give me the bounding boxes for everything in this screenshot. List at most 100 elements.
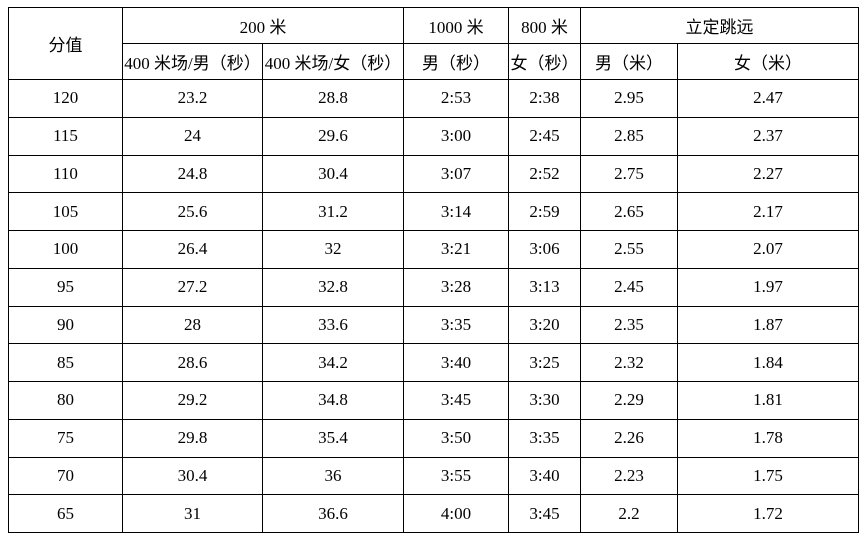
table-cell: 3:50	[403, 418, 509, 458]
subheader-400m-track-female-seconds: 400 米场/女（秒）	[262, 43, 404, 80]
table-cell: 3:40	[403, 343, 509, 382]
table-cell: 110	[8, 154, 123, 194]
table-cell: 2.37	[677, 116, 859, 156]
table-row: 90 28 33.6 3:35 3:20 2.35 1.87	[8, 305, 859, 345]
table-cell: 29.8	[122, 418, 263, 458]
table-cell: 2:52	[508, 154, 581, 194]
subheader-jump-male-meters: 男（米）	[580, 43, 678, 80]
table-cell: 3:35	[403, 305, 509, 345]
table-cell: 2:59	[508, 192, 581, 231]
table-cell: 2:45	[508, 116, 581, 156]
table-row: 115 24 29.6 3:00 2:45 2.85 2.37	[8, 116, 859, 156]
table-cell: 90	[8, 305, 123, 345]
fitness-score-table: 分值 200 米 1000 米 800 米 立定跳远 400 米场/男（秒） 4…	[8, 7, 859, 533]
table-cell: 1.97	[677, 267, 859, 307]
table-row: 100 26.4 32 3:21 3:06 2.55 2.07	[8, 230, 859, 269]
table-cell: 27.2	[122, 267, 263, 307]
table-cell: 3:00	[403, 116, 509, 156]
table-cell: 28.8	[262, 79, 404, 118]
table-cell: 2.95	[580, 79, 678, 118]
table-cell: 2.45	[580, 267, 678, 307]
table-cell: 28	[122, 305, 263, 345]
table-cell: 26.4	[122, 230, 263, 269]
table-cell: 31	[122, 494, 263, 533]
table-cell: 3:28	[403, 267, 509, 307]
table-cell: 1.72	[677, 494, 859, 533]
table-cell: 34.8	[262, 381, 404, 420]
table-row: 85 28.6 34.2 3:40 3:25 2.32 1.84	[8, 343, 859, 382]
table-cell: 24.8	[122, 154, 263, 194]
table-cell: 2.75	[580, 154, 678, 194]
table-cell: 3:25	[508, 343, 581, 382]
header-score: 分值	[8, 7, 123, 80]
table-cell: 3:40	[508, 456, 581, 496]
table-cell: 3:07	[403, 154, 509, 194]
table-row: 110 24.8 30.4 3:07 2:52 2.75 2.27	[8, 154, 859, 194]
table-cell: 30.4	[262, 154, 404, 194]
table-row: 75 29.8 35.4 3:50 3:35 2.26 1.78	[8, 418, 859, 458]
header-standing-long-jump: 立定跳远	[580, 7, 859, 44]
table-cell: 120	[8, 79, 123, 118]
header-800m: 800 米	[508, 7, 581, 44]
header-sub-row: 400 米场/男（秒） 400 米场/女（秒） 男（秒） 女（秒） 男（米） 女…	[9, 43, 859, 80]
table-cell: 2.47	[677, 79, 859, 118]
table-cell: 23.2	[122, 79, 263, 118]
table-cell: 3:14	[403, 192, 509, 231]
table-cell: 32	[262, 230, 404, 269]
table-cell: 100	[8, 230, 123, 269]
table-cell: 4:00	[403, 494, 509, 533]
table-cell: 30.4	[122, 456, 263, 496]
table-cell: 2.32	[580, 343, 678, 382]
table-cell: 29.6	[262, 116, 404, 156]
header-1000m: 1000 米	[403, 7, 509, 44]
table-cell: 3:20	[508, 305, 581, 345]
table-cell: 24	[122, 116, 263, 156]
table-row: 105 25.6 31.2 3:14 2:59 2.65 2.17	[8, 192, 859, 231]
table-cell: 3:06	[508, 230, 581, 269]
table-cell: 31.2	[262, 192, 404, 231]
table-cell: 95	[8, 267, 123, 307]
table-cell: 85	[8, 343, 123, 382]
table-cell: 33.6	[262, 305, 404, 345]
table-cell: 2.17	[677, 192, 859, 231]
table-cell: 2.55	[580, 230, 678, 269]
table-row: 120 23.2 28.8 2:53 2:38 2.95 2.47	[8, 79, 859, 118]
table-row: 70 30.4 36 3:55 3:40 2.23 1.75	[8, 456, 859, 496]
table-cell: 75	[8, 418, 123, 458]
subheader-1000m-male-seconds: 男（秒）	[403, 43, 509, 80]
table-cell: 1.78	[677, 418, 859, 458]
table-cell: 3:30	[508, 381, 581, 420]
table-cell: 2.2	[580, 494, 678, 533]
subheader-400m-track-male-seconds: 400 米场/男（秒）	[122, 43, 263, 80]
table-row: 80 29.2 34.8 3:45 3:30 2.29 1.81	[8, 381, 859, 420]
table-cell: 3:13	[508, 267, 581, 307]
table-row: 95 27.2 32.8 3:28 3:13 2.45 1.97	[8, 267, 859, 307]
subheader-800m-female-seconds: 女（秒）	[508, 43, 581, 80]
subheader-jump-female-meters: 女（米）	[677, 43, 859, 80]
table-cell: 2.07	[677, 230, 859, 269]
table-cell: 3:21	[403, 230, 509, 269]
table-cell: 29.2	[122, 381, 263, 420]
table-cell: 36.6	[262, 494, 404, 533]
table-cell: 28.6	[122, 343, 263, 382]
header-200m: 200 米	[122, 7, 404, 44]
table-cell: 2.29	[580, 381, 678, 420]
table-cell: 1.75	[677, 456, 859, 496]
table-cell: 3:45	[508, 494, 581, 533]
table-cell: 3:55	[403, 456, 509, 496]
table-cell: 35.4	[262, 418, 404, 458]
table-cell: 3:35	[508, 418, 581, 458]
table-cell: 1.87	[677, 305, 859, 345]
table-cell: 2.23	[580, 456, 678, 496]
table-cell: 80	[8, 381, 123, 420]
table-cell: 2.35	[580, 305, 678, 345]
table-body: 120 23.2 28.8 2:53 2:38 2.95 2.47 115 24 29.6 3:00…	[8, 79, 859, 533]
table-cell: 65	[8, 494, 123, 533]
table-cell: 2:38	[508, 79, 581, 118]
table-cell: 2.26	[580, 418, 678, 458]
table-cell: 32.8	[262, 267, 404, 307]
header-group-row: 分值 200 米 1000 米 800 米 立定跳远	[8, 7, 859, 80]
table-cell: 2.27	[677, 154, 859, 194]
table-cell: 2.85	[580, 116, 678, 156]
